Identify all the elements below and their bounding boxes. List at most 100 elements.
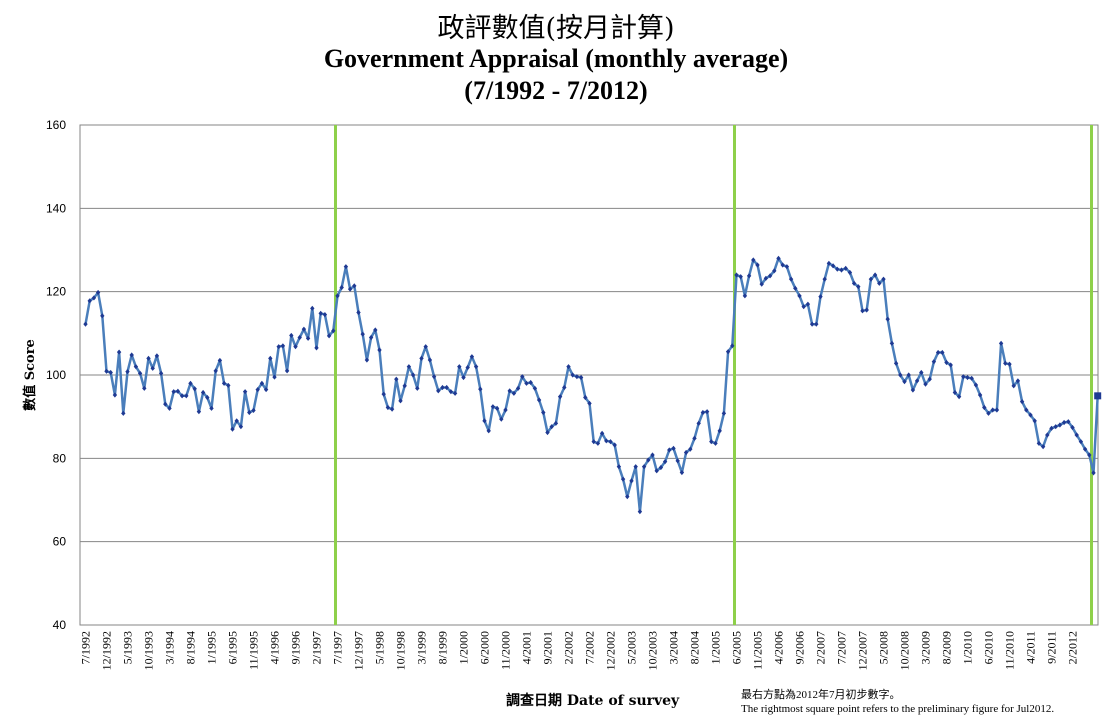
chart-subtitle: Government Appraisal (monthly average): [323, 44, 789, 73]
data-point: [398, 398, 403, 404]
data-point: [784, 264, 790, 270]
data-point: [885, 316, 890, 322]
x-tick-label: 6/1995: [226, 631, 240, 664]
data-point: [578, 374, 584, 381]
data-point: [629, 478, 634, 484]
data-point: [965, 374, 970, 381]
data-point: [1078, 439, 1084, 445]
data-point: [604, 438, 609, 444]
data-point: [553, 420, 559, 426]
y-tick-label: 120: [46, 285, 66, 299]
data-point: [990, 407, 995, 413]
data-point: [461, 374, 466, 381]
data-point: [242, 389, 248, 395]
data-point: [797, 293, 802, 299]
data-point: [457, 364, 462, 370]
data-point: [877, 280, 882, 286]
data-point: [305, 335, 311, 341]
y-axis-ticks: 40 60 80 100 120 140 160: [46, 118, 66, 632]
data-point: [125, 369, 130, 375]
data-point: [868, 276, 874, 282]
data-point: [545, 429, 550, 436]
data-point: [675, 458, 680, 464]
data-point: [944, 359, 949, 366]
data-point: [188, 380, 193, 386]
data-point: [423, 344, 428, 350]
data-point: [566, 364, 571, 370]
data-point: [322, 311, 328, 318]
data-point: [1040, 444, 1046, 450]
data-point: [133, 364, 139, 370]
data-point: [347, 286, 353, 292]
data-point: [1015, 378, 1021, 384]
data-point: [226, 382, 231, 389]
x-tick-label: 1/2000: [457, 631, 471, 664]
data-point: [490, 404, 496, 410]
x-tick-label: 4/2001: [520, 631, 534, 664]
data-point: [927, 376, 932, 382]
data-point: [986, 410, 991, 416]
series-layer: [83, 255, 1102, 515]
data-point: [864, 307, 869, 313]
x-tick-label: 11/2010: [1003, 631, 1017, 670]
data-point: [146, 355, 151, 361]
data-point: [616, 464, 622, 470]
data-point: [700, 409, 706, 416]
data-point: [1061, 419, 1067, 426]
x-tick-label: 1/1995: [205, 631, 219, 664]
data-point: [217, 357, 223, 364]
data-point: [637, 509, 643, 515]
data-point: [532, 385, 538, 391]
data-point: [633, 464, 638, 470]
x-tick-label: 4/2011: [1024, 631, 1038, 664]
footnote: 最右方點為2012年7月初步數字。 The rightmost square p…: [741, 688, 1054, 716]
data-point: [179, 393, 185, 399]
data-point: [280, 343, 286, 349]
data-point: [196, 409, 202, 415]
data-point: [1036, 440, 1042, 446]
data-point: [368, 334, 374, 341]
data-point: [234, 418, 239, 424]
data-point: [1053, 424, 1058, 430]
data-point: [284, 368, 290, 374]
data-point: [591, 439, 596, 445]
data-point: [772, 268, 777, 274]
data-point: [688, 446, 693, 452]
data-point: [1019, 399, 1025, 405]
data-point: [713, 440, 718, 446]
data-point: [326, 333, 332, 339]
x-tick-label: 9/2011: [1045, 631, 1059, 664]
data-point: [982, 404, 987, 411]
data-point: [293, 344, 298, 350]
data-point: [356, 309, 361, 316]
data-point: [511, 390, 517, 396]
data-point: [977, 392, 983, 398]
data-point: [814, 321, 819, 327]
data-point: [158, 370, 164, 376]
data-point: [331, 328, 336, 334]
data-point: [557, 394, 563, 400]
x-tick-label: 5/1998: [373, 631, 387, 664]
data-point: [314, 345, 319, 351]
data-point: [448, 389, 454, 395]
data-point: [755, 262, 760, 268]
data-point: [381, 391, 386, 397]
data-point: [923, 381, 928, 387]
x-tick-label: 7/2002: [583, 631, 597, 664]
data-point: [377, 347, 382, 353]
gridlines: [79, 124, 1099, 626]
data-point: [574, 374, 580, 380]
data-point: [696, 420, 701, 426]
data-point: [116, 349, 122, 355]
data-point: [289, 332, 294, 339]
data-point: [641, 464, 647, 470]
data-point: [549, 424, 554, 430]
data-point: [465, 364, 470, 371]
data-point: [1028, 412, 1033, 418]
y-tick-label: 40: [53, 618, 67, 632]
data-point: [389, 406, 395, 412]
y-axis-title: 數值 Score: [22, 339, 38, 411]
x-tick-label: 5/1993: [121, 631, 135, 664]
data-point: [780, 262, 785, 268]
